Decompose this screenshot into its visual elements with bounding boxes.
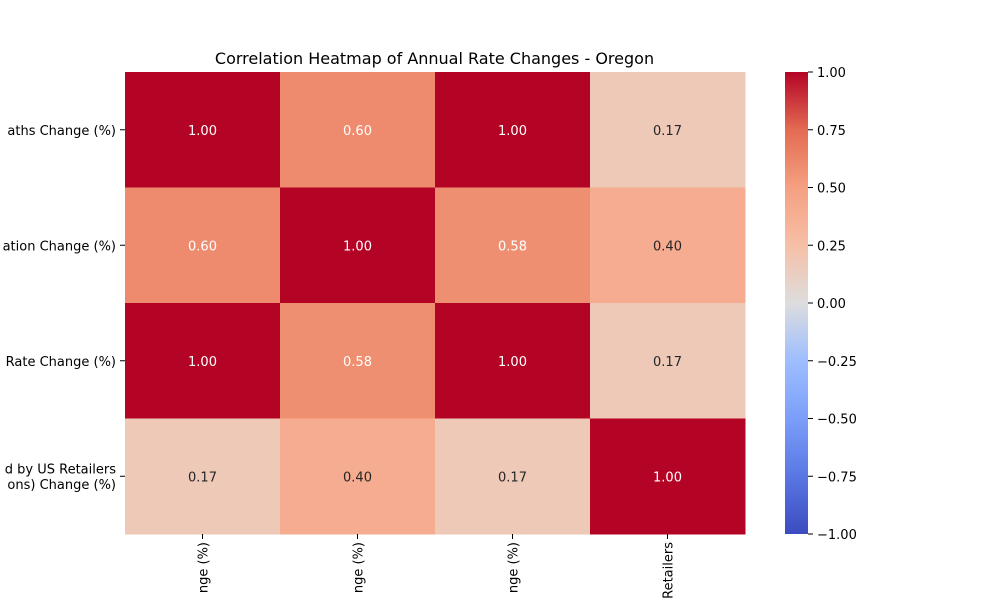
colorbar [785,72,808,534]
cell-annotation: 0.17 [188,470,217,485]
y-tick-label: aths Change (%) [7,124,116,139]
heatmap-cell [280,418,436,535]
colorbar-tick-label: −0.25 [817,355,857,370]
chart-title: Correlation Heatmap of Annual Rate Chang… [215,49,654,68]
colorbar-tick-label: −0.75 [817,470,857,485]
cell-annotation: 1.00 [188,124,217,139]
colorbar-tick-label: 0.00 [817,297,846,312]
heatmap-cell [125,303,281,419]
cell-annotation: 1.00 [188,355,217,370]
y-axis-tick-labels: aths Change (%) ation Change (%) Rate Chan… [3,124,125,493]
cell-annotation: 1.00 [653,470,682,485]
colorbar-tick-label: −1.00 [817,528,857,543]
y-tick-label: ons) Change (%) [7,478,116,493]
heatmap-cell [125,187,281,304]
x-axis-tick-labels: nge (%) nge (%) nge (%) Retailers [197,534,677,599]
colorbar-gradient [785,72,808,534]
cell-annotation: 1.00 [498,355,527,370]
colorbar-tick-label: −0.50 [817,413,857,428]
heatmap-cell [435,72,591,188]
x-tick-label: nge (%) [197,542,212,593]
cell-annotation: 0.58 [498,239,527,254]
heatmap-cell [435,303,591,419]
cell-annotation: 0.17 [653,124,682,139]
cell-annotation: 0.60 [188,239,217,254]
heatmap-cell [590,187,746,304]
colorbar-tick-label: 1.00 [817,66,846,81]
colorbar-tick-label: 0.75 [817,124,846,139]
heatmap-cell [280,303,436,419]
cell-annotation: 0.17 [653,355,682,370]
cell-annotation: 0.40 [343,470,372,485]
cell-annotation: 0.40 [653,239,682,254]
colorbar-tick-label: 0.25 [817,239,846,254]
y-tick-label: d by US Retailers [5,463,116,478]
x-tick-label: Retailers [662,542,677,599]
y-tick-label: ation Change (%) [3,239,116,254]
heatmap-cell [280,72,436,188]
colorbar-tick-label: 0.50 [817,182,846,197]
heatmap-cell [280,187,436,304]
cell-annotation: 1.00 [498,124,527,139]
heatmap-cell [590,303,746,419]
heatmap-cells [125,72,746,535]
heatmap-cell [590,418,746,535]
cell-annotation: 0.60 [343,124,372,139]
colorbar-ticks: 1.00 0.75 0.50 0.25 0.00 −0.25 −0.50 −0.75 −1.00 [808,66,857,543]
heatmap-cell [125,418,281,535]
heatmap-cell [435,418,591,535]
cell-annotation: 0.17 [498,470,527,485]
heatmap-cell [435,187,591,304]
cell-annotation: 0.58 [343,355,372,370]
y-tick-label: Rate Change (%) [6,355,116,370]
heatmap-cell [590,72,746,188]
cell-annotations: 1.00 0.60 1.00 0.17 0.60 1.00 0.58 0.40 1.00 0.58… [188,124,682,486]
x-tick-label: nge (%) [352,542,367,593]
cell-annotation: 1.00 [343,239,372,254]
heatmap-cell [125,72,281,188]
x-tick-label: nge (%) [507,542,522,593]
